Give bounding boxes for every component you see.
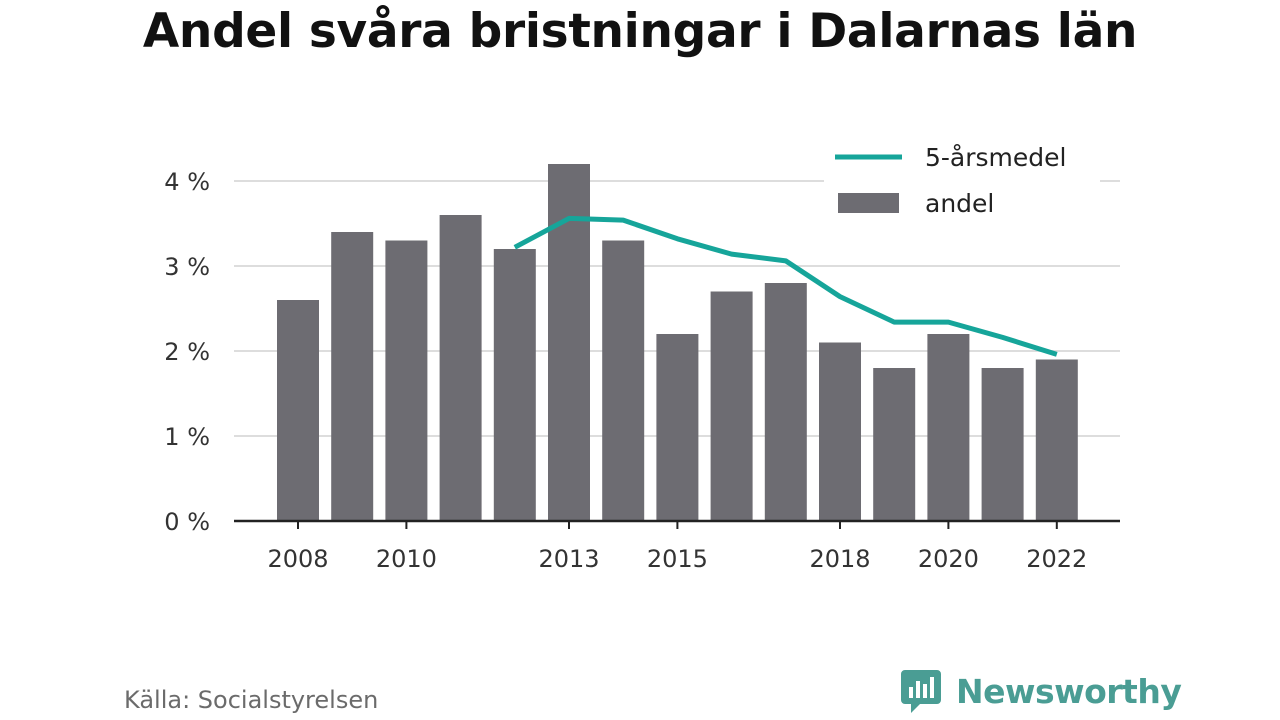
y-tick-label: 1 %: [164, 423, 210, 451]
x-tick-label: 2015: [647, 545, 708, 573]
legend-bar-swatch: [838, 193, 899, 213]
axes: 0 % 1 % 2 % 3 % 4 % 2008 2010 2013 2015 2018 2020 2…: [164, 168, 1120, 573]
x-tick-label: 2022: [1026, 545, 1087, 573]
five-year-average-line: [513, 215, 1058, 357]
bar-2017: [764, 283, 807, 521]
bars: [277, 164, 1078, 521]
x-tick-label: 2013: [538, 545, 599, 573]
bar-2010: [385, 240, 428, 521]
y-tick-label: 0 %: [164, 508, 210, 536]
y-tick-label: 4 %: [164, 168, 210, 196]
legend-label-andel: andel: [925, 189, 994, 218]
bar-2015: [656, 334, 699, 521]
brand-name: Newsworthy: [956, 671, 1182, 711]
x-tick-label: 2020: [918, 545, 979, 573]
bar-2018: [819, 342, 861, 521]
bar-2011: [439, 215, 482, 521]
newsworthy-logo-icon: [901, 670, 941, 713]
y-tick-label: 2 %: [164, 338, 210, 366]
legend-label-5-arsmedel: 5-årsmedel: [925, 143, 1066, 172]
brand[interactable]: Newsworthy: [900, 668, 1182, 714]
x-tick-label: 2008: [267, 545, 328, 573]
chart-title: Andel svåra bristningar i Dalarnas län: [142, 4, 1138, 59]
legend: 5-årsmedel andel: [824, 138, 1100, 244]
trend-line: [513, 215, 1058, 357]
bar-2009: [331, 232, 374, 521]
bar-2014: [602, 240, 645, 521]
x-tick-label: 2010: [376, 545, 437, 573]
source-note: Källa: Socialstyrelsen: [124, 686, 379, 714]
bar-2020: [927, 334, 970, 521]
bar-2022: [1035, 359, 1078, 521]
x-tick-label: 2018: [809, 545, 870, 573]
y-tick-label: 3 %: [164, 253, 210, 281]
bar-2019: [873, 368, 916, 521]
bar-2012: [493, 249, 536, 521]
bar-2016: [710, 291, 753, 521]
bar-2008: [277, 300, 319, 521]
bar-2021: [981, 368, 1024, 521]
